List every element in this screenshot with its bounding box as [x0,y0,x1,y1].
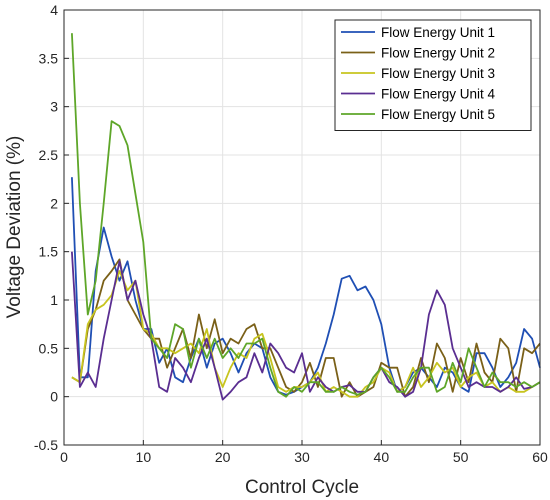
y-tick-label: 2.5 [39,147,59,163]
series-line-5 [71,33,541,398]
x-axis-title: Control Cycle [245,477,359,498]
x-tick-label: 60 [532,449,548,465]
y-tick-label: 1 [50,292,58,308]
y-axis-title: Voltage Deviation (%) [4,136,25,319]
y-tick-label: 2 [50,195,58,211]
y-tick-label: 3.5 [39,50,59,66]
axis-ticks: 0 10 20 30 40 50 60-0.500.511.522.533.54 [34,2,548,465]
series-layer [71,33,541,401]
y-tick-label: -0.5 [34,437,58,453]
x-tick-label: 0 [60,449,68,465]
y-tick-label: 3 [50,99,58,115]
y-tick-label: 1.5 [39,244,59,260]
legend-box [334,19,532,131]
x-tick-label: 10 [136,449,152,465]
legend-label-3: Flow Energy Unit 3 [381,66,495,81]
y-tick-label: 4 [50,2,58,18]
x-tick-label: 20 [215,449,231,465]
x-tick-label: 50 [453,449,469,465]
legend: Flow Energy Unit 1 Flow Energy Unit 2 Flow… [334,19,532,131]
x-tick-label: 40 [374,449,390,465]
legend-label-5: Flow Energy Unit 5 [381,107,495,122]
legend-label-2: Flow Energy Unit 2 [381,46,495,61]
y-tick-label: 0 [50,389,58,405]
legend-label-1: Flow Energy Unit 1 [381,25,495,40]
y-tick-label: 0.5 [39,340,59,356]
x-tick-label: 30 [294,449,310,465]
series-line-4 [71,251,541,401]
legend-label-4: Flow Energy Unit 4 [381,87,496,102]
